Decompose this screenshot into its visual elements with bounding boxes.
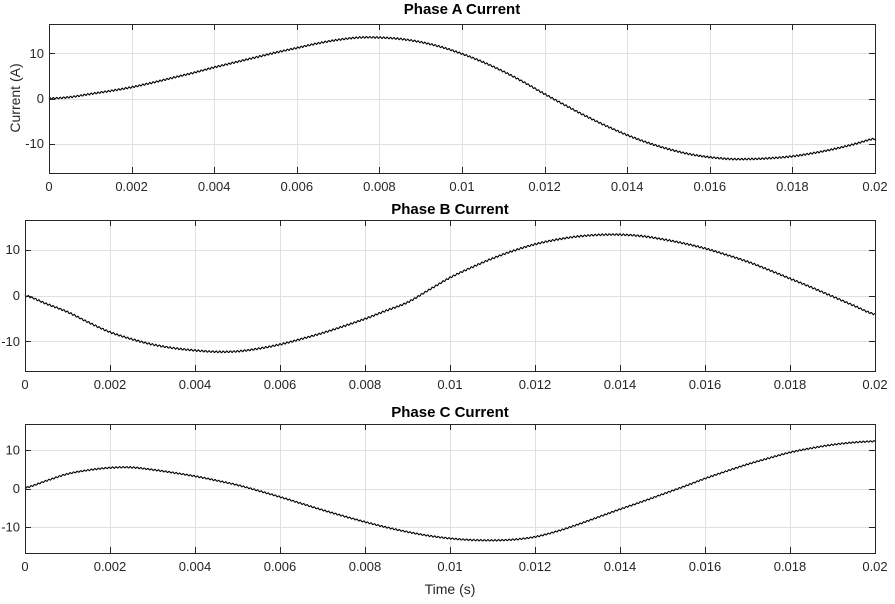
x-tick-label: 0.014 (604, 559, 637, 574)
x-tick-label: 0.004 (179, 377, 212, 392)
x-tick-label: 0.006 (264, 377, 297, 392)
x-tick-label: 0.01 (437, 377, 462, 392)
x-tick-label: 0.012 (528, 179, 561, 194)
x-tick-label: 0.012 (519, 377, 552, 392)
x-tick-label: 0.01 (449, 179, 474, 194)
x-tick-label: 0.018 (774, 377, 807, 392)
x-tick-label: 0.004 (179, 559, 212, 574)
x-tick-label: 0.004 (198, 179, 231, 194)
subplot-2: 0 0.002 0.004 0.006 0.008 0.01 0.012 0.014 0.016… (1, 424, 888, 574)
x-tick-label: 0.002 (115, 179, 148, 194)
x-tick-label: 0.016 (694, 179, 727, 194)
x-tick-label: 0.02 (862, 377, 887, 392)
time-axis-label: Time (s) (424, 581, 476, 597)
y-tick-label: 10 (6, 242, 20, 257)
x-tick-label: 0.016 (689, 559, 722, 574)
x-tick-label: 0 (45, 179, 52, 194)
x-tick-label: 0.018 (774, 559, 807, 574)
y-tick-label: 10 (30, 46, 44, 61)
x-tick-label: 0 (21, 559, 28, 574)
x-tick-label: 0.014 (604, 377, 637, 392)
subplot-1: 0 0.002 0.004 0.006 0.008 0.01 0.012 0.014 0.016… (1, 220, 888, 392)
ticks-0: 0 0.002 0.004 0.006 0.008 0.01 0.012 0.014 0.016… (25, 24, 888, 194)
x-tick-label: 0.002 (94, 559, 127, 574)
subplot-0: 0 0.002 0.004 0.006 0.008 0.01 0.012 0.014 0.016… (25, 24, 888, 194)
x-tick-label: 0.018 (776, 179, 809, 194)
y-tick-label: -10 (1, 519, 20, 534)
x-tick-label: 0.008 (349, 559, 382, 574)
phase-a-current-curve (48, 35, 876, 161)
grid-lines-0 (49, 24, 876, 173)
ticks-1: 0 0.002 0.004 0.006 0.008 0.01 0.012 0.014 0.016… (1, 220, 888, 392)
y-tick-label: 0 (13, 288, 20, 303)
x-tick-label: 0.01 (437, 559, 462, 574)
x-tick-label: 0.008 (363, 179, 396, 194)
grid-lines-2 (25, 424, 876, 553)
x-tick-label: 0.02 (862, 179, 887, 194)
x-tick-label: 0.006 (281, 179, 314, 194)
x-tick-label: 0.012 (519, 559, 552, 574)
y-tick-label: 10 (6, 443, 20, 458)
y-tick-label: -10 (1, 334, 20, 349)
x-tick-label: 0.008 (349, 377, 382, 392)
y-tick-label: 0 (13, 481, 20, 496)
grid-lines-1 (25, 220, 876, 371)
x-tick-label: 0.016 (689, 377, 722, 392)
phase-b-current-curve (24, 233, 876, 354)
current-axis-label: Current (A) (7, 63, 23, 133)
x-tick-label: 0.006 (264, 559, 297, 574)
y-tick-label: 0 (37, 91, 44, 106)
ticks-2: 0 0.002 0.004 0.006 0.008 0.01 0.012 0.014 0.016… (1, 424, 888, 574)
x-tick-label: 0 (21, 377, 28, 392)
phase-c-current-curve (24, 440, 876, 542)
x-tick-label: 0.014 (611, 179, 644, 194)
x-tick-label: 0.02 (862, 559, 887, 574)
y-tick-label: -10 (25, 136, 44, 151)
x-tick-label: 0.002 (94, 377, 127, 392)
